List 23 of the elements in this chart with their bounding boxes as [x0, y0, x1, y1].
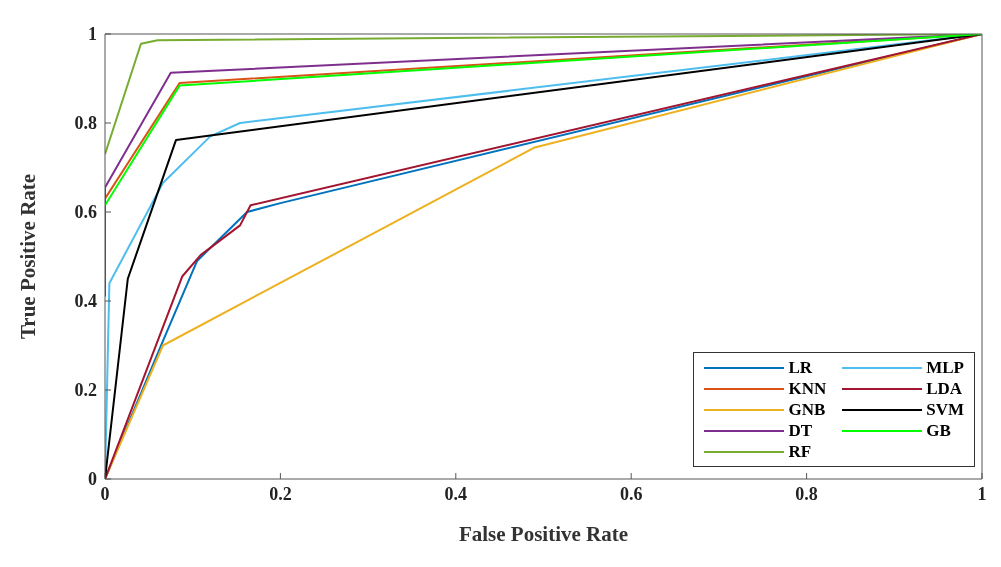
y-tick-label: 0.8 [74, 113, 97, 134]
legend-label: SVM [926, 399, 964, 420]
x-axis-title: False Positive Rate [458, 522, 629, 546]
legend-label: MLP [926, 357, 964, 378]
x-tick-label: 0.4 [444, 483, 468, 504]
legend-label: KNN [788, 378, 827, 399]
y-tick-label: 0.2 [74, 380, 97, 401]
x-tick-label: 0.2 [269, 483, 292, 504]
legend-label: GB [926, 420, 951, 441]
legend-label: GNB [788, 399, 826, 420]
y-tick-label: 0 [88, 469, 97, 490]
legend-label: DT [788, 420, 813, 441]
y-axis-title: True Positive Rate [16, 173, 41, 340]
legend-label: LDA [926, 378, 963, 399]
legend-label: RF [788, 441, 812, 462]
line-series [105, 34, 982, 479]
y-tick-label: 0.4 [74, 291, 97, 312]
x-tick-label: 1 [977, 483, 987, 504]
y-tick-label: 0.6 [74, 202, 97, 223]
legend-label: LR [788, 357, 813, 378]
x-tick-label: 0.8 [795, 483, 818, 504]
y-tick-label: 1 [88, 24, 97, 45]
x-tick-label: 0.6 [619, 483, 643, 504]
